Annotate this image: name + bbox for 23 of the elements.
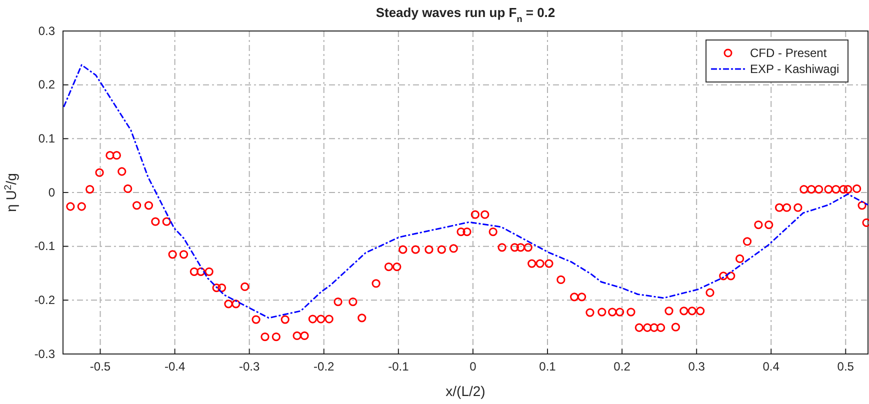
y-tick-label: 0.3 [38,24,56,38]
x-tick-label: 0.3 [688,360,706,374]
y-tick-label: -0.1 [34,239,56,254]
x-tick-label: -0.1 [388,360,410,374]
y-tick-label: 0 [48,185,56,200]
y-tick-label: 0.2 [38,78,56,92]
x-tick-label: 0.2 [614,360,631,374]
x-tick-label: -0.4 [164,360,186,374]
x-tick-label: -0.5 [90,360,111,374]
legend-label: CFD - Present [750,46,828,60]
y-tick-label: 0.1 [38,132,56,146]
y-tick-label: -0.3 [34,346,56,361]
x-tick-label: 0 [470,360,477,374]
x-axis-title: x/(L/2) [446,383,486,399]
x-tick-label: 0.4 [762,360,780,374]
chart-title: Steady waves run up F$_{n}$ = 0.2 [376,5,556,24]
x-tick-label: -0.2 [314,360,335,374]
line-series [62,64,869,319]
y-tick-label: -0.2 [34,293,56,308]
x-tick-label: 0.5 [837,360,854,374]
x-tick-label: -0.3 [239,360,260,374]
legend-label: EXP - Kashiwagi [750,62,840,76]
x-tick-label: 0.1 [539,360,556,374]
